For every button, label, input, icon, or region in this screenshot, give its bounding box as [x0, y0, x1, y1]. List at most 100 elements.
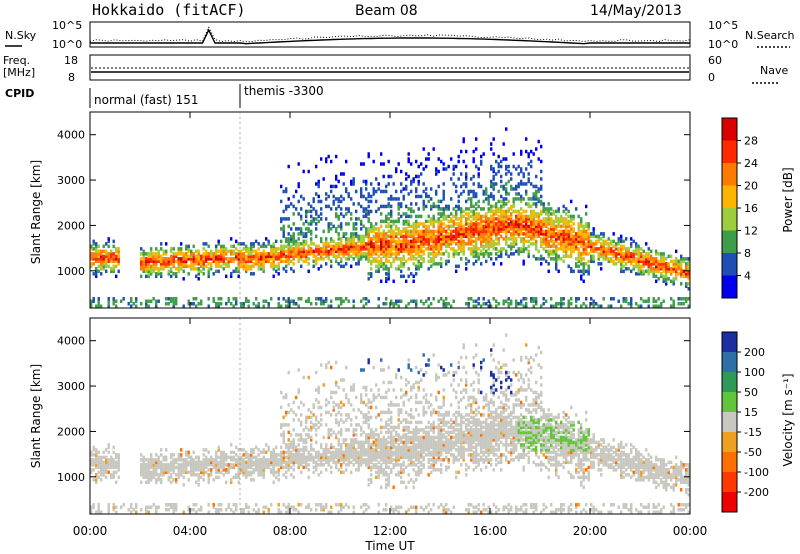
velocity-cell	[320, 458, 323, 462]
velocity-cell	[312, 458, 315, 462]
power-cell	[472, 182, 475, 186]
velocity-cell	[192, 460, 195, 465]
velocity-cell	[187, 450, 190, 455]
power-cell	[562, 237, 565, 241]
power-cell	[482, 237, 485, 241]
power-cell	[585, 252, 588, 256]
power-cell	[652, 259, 655, 264]
power-cell	[567, 232, 570, 236]
power-cell	[230, 259, 233, 264]
power-cell	[95, 259, 98, 264]
velocity-cell	[385, 465, 388, 470]
power-cell	[235, 252, 238, 256]
velocity-cell	[175, 480, 178, 485]
power-cell	[592, 242, 595, 246]
power-cell	[255, 304, 258, 308]
velocity-cell	[230, 458, 233, 462]
power-cell	[365, 212, 368, 216]
power-cell	[650, 257, 653, 261]
power-cell	[550, 207, 553, 211]
power-cell	[370, 254, 373, 259]
power-cell	[417, 244, 420, 249]
velocity-cell	[380, 438, 383, 442]
power-cell	[147, 272, 150, 276]
power-cell	[502, 184, 505, 189]
velocity-cell	[185, 453, 188, 457]
power-cell	[392, 259, 395, 264]
power-cell	[522, 262, 525, 266]
power-cell	[362, 254, 365, 259]
power-cell	[540, 257, 543, 261]
velocity-cell	[327, 428, 330, 432]
power-cell	[385, 214, 388, 219]
power-cell	[315, 212, 318, 216]
power-cell	[497, 227, 500, 231]
power-cell	[297, 252, 300, 256]
velocity-cell	[147, 473, 150, 477]
power-cell	[417, 239, 420, 244]
power-cell	[497, 222, 500, 226]
power-cell	[157, 249, 160, 254]
power-cell	[587, 224, 590, 229]
power-cell	[522, 227, 525, 231]
power-cell	[402, 257, 405, 261]
power-cell	[405, 222, 408, 226]
velocity-cell	[210, 473, 213, 477]
power-cell	[227, 264, 230, 269]
velocity-cell	[107, 503, 110, 507]
power-cell	[320, 247, 323, 251]
power-cell	[535, 302, 538, 306]
power-cell	[395, 239, 398, 244]
power-cell	[247, 259, 250, 264]
velocity-cell	[380, 485, 383, 490]
velocity-cell	[310, 448, 313, 452]
velocity-cell	[190, 470, 193, 475]
power-cell	[455, 252, 458, 256]
power-cell	[535, 229, 538, 234]
power-cell	[552, 257, 555, 261]
power-cell	[302, 169, 305, 174]
power-cell	[415, 229, 418, 234]
velocity-cell	[395, 473, 398, 477]
power-cell	[427, 219, 430, 224]
velocity-cell	[262, 455, 265, 460]
velocity-cell	[145, 505, 148, 510]
power-cell	[460, 209, 463, 214]
power-cell	[462, 247, 465, 251]
power-cell	[670, 272, 673, 276]
velocity-cell	[362, 368, 365, 372]
power-cell	[287, 259, 290, 264]
power-cell	[310, 242, 313, 246]
velocity-cell	[90, 470, 93, 475]
power-cell	[622, 254, 625, 259]
power-cell	[635, 249, 638, 254]
power-cell	[477, 254, 480, 259]
power-cell	[672, 262, 675, 266]
power-cell	[352, 179, 355, 184]
nsky-trace	[90, 28, 690, 45]
power-cell	[220, 252, 223, 256]
power-cell	[492, 232, 495, 236]
power-cell	[570, 224, 573, 229]
velocity-cell	[247, 510, 250, 514]
velocity-cell	[350, 445, 353, 450]
power-cell	[295, 249, 298, 254]
power-cell	[525, 239, 528, 244]
power-cell	[187, 257, 190, 261]
velocity-cell	[377, 413, 380, 417]
velocity-cell	[105, 468, 108, 472]
power-cell	[472, 239, 475, 244]
power-cell	[257, 257, 260, 261]
power-cell	[390, 302, 393, 306]
power-cell	[485, 212, 488, 216]
power-cell	[612, 244, 615, 249]
velocity-cell	[270, 450, 273, 455]
velocity-cell	[322, 450, 325, 455]
power-cell	[505, 157, 508, 161]
power-cell	[637, 259, 640, 264]
power-cell	[540, 224, 543, 229]
velocity-cell	[352, 408, 355, 412]
power-cell	[370, 224, 373, 229]
velocity-cell	[392, 485, 395, 490]
power-cell	[582, 224, 585, 229]
